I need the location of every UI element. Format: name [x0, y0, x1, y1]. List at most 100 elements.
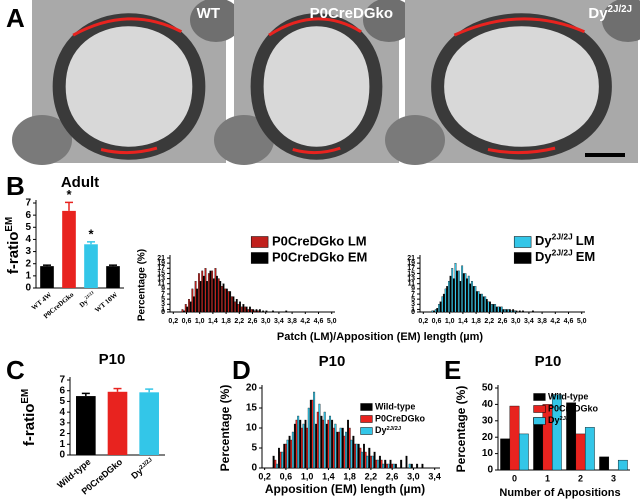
- bar: [522, 310, 524, 313]
- y-tick-label: 1: [25, 270, 31, 281]
- x-tick-label: 3,0: [511, 318, 521, 325]
- x-tick-label: 1,8: [471, 318, 481, 325]
- myelin-ring: [431, 13, 612, 160]
- bar: [288, 435, 291, 469]
- y-axis-label: Percentage (%): [137, 249, 148, 321]
- bar: [221, 286, 223, 313]
- tissue: [214, 115, 274, 165]
- bar: [239, 301, 241, 313]
- bar: [231, 296, 233, 313]
- x-tick-label-part: 2J/2J: [138, 457, 153, 471]
- chart-title: P10: [99, 351, 126, 368]
- bar: [487, 301, 490, 313]
- bar: [284, 443, 287, 469]
- legend-swatch: [250, 236, 269, 248]
- bar: [209, 270, 212, 313]
- bar: [275, 463, 278, 469]
- y-tick-label: 5: [251, 443, 257, 454]
- x-tick-label: 2,2: [365, 471, 378, 481]
- bar: [410, 463, 413, 469]
- legend-swatch: [513, 252, 532, 264]
- bar: [237, 304, 240, 313]
- legend-swatch: [513, 236, 532, 248]
- x-tick-label: 1,4: [208, 318, 218, 325]
- bar: [348, 427, 351, 469]
- bar: [502, 309, 505, 313]
- micrograph-label: P0CreDGko: [310, 5, 393, 22]
- bar: [258, 309, 261, 313]
- y-tick-label: 0: [59, 450, 65, 461]
- bar: [459, 280, 462, 313]
- x-tick-label: 3,0: [261, 318, 271, 325]
- x-tick-label: 3,0: [407, 471, 420, 481]
- bar: [254, 310, 256, 313]
- bar: [219, 280, 222, 313]
- bar: [484, 296, 487, 313]
- bar: [444, 288, 447, 313]
- bar: [244, 306, 247, 313]
- bar: [216, 275, 218, 313]
- y-tick-label: 1: [59, 439, 65, 450]
- y-axis-label-part: f-ratio: [21, 404, 38, 447]
- bar: [313, 391, 316, 469]
- bar: [451, 268, 454, 313]
- y-tick-label: 17: [407, 265, 415, 272]
- bar: [206, 280, 208, 313]
- bar: [304, 419, 307, 469]
- legend-label: P0CreDGko: [548, 403, 599, 413]
- x-tick-label: 0: [512, 473, 517, 483]
- x-tick-label: 2,6: [386, 471, 399, 481]
- x-tick-label: 1,4: [322, 471, 335, 481]
- bar: [373, 451, 376, 469]
- bar: [382, 463, 385, 469]
- bar: [464, 273, 467, 313]
- bar: [477, 291, 480, 313]
- y-tick-label: 5: [59, 396, 65, 407]
- y-axis-label: Percentage (%): [218, 385, 232, 472]
- bar: [357, 443, 360, 469]
- annotation: *: [66, 187, 72, 202]
- x-tick-label-part: Dy: [78, 297, 90, 309]
- y-tick-label: 0: [25, 283, 31, 294]
- y-tick-label: 5: [161, 296, 165, 303]
- bar: [448, 280, 450, 313]
- y-tick-label: 19: [407, 260, 415, 267]
- bar: [542, 404, 553, 471]
- x-tick-label: 4,2: [550, 318, 560, 325]
- bar: [352, 435, 355, 469]
- chart-title: P10: [535, 353, 562, 370]
- micrograph-label-part: Dy: [588, 5, 608, 22]
- legend-label: Dy2J/2J: [375, 425, 401, 435]
- y-tick-label: 21: [407, 255, 415, 262]
- bar: [265, 310, 268, 313]
- panel-label: A: [6, 3, 25, 33]
- bar: [454, 262, 457, 313]
- bar: [375, 459, 378, 469]
- micrograph-label-part: 2J/2J: [608, 3, 632, 14]
- x-tick-label: 3,4: [274, 318, 284, 325]
- x-tick-label: 1,8: [221, 318, 231, 325]
- legend-label: Dy2J/2J EM: [535, 248, 595, 265]
- bar: [299, 419, 302, 469]
- bar: [245, 306, 248, 313]
- y-axis-label: f-ratioEM: [3, 217, 22, 274]
- bar: [371, 455, 374, 469]
- bar: [456, 270, 458, 313]
- bar: [369, 455, 372, 469]
- bar: [106, 266, 120, 288]
- bar: [508, 309, 511, 313]
- x-tick-label: 0,6: [280, 471, 293, 481]
- patch-red: [268, 17, 362, 37]
- x-tick-label: 0,6: [182, 318, 192, 325]
- bar: [366, 455, 369, 469]
- bar: [457, 270, 460, 313]
- bar: [295, 419, 298, 469]
- x-tick-label: 3: [611, 473, 616, 483]
- bar: [584, 427, 595, 471]
- x-tick-label: 1,0: [445, 318, 455, 325]
- bar: [316, 411, 319, 469]
- x-tick-label: 4,2: [300, 318, 310, 325]
- bar: [40, 266, 54, 288]
- bar: [378, 455, 381, 469]
